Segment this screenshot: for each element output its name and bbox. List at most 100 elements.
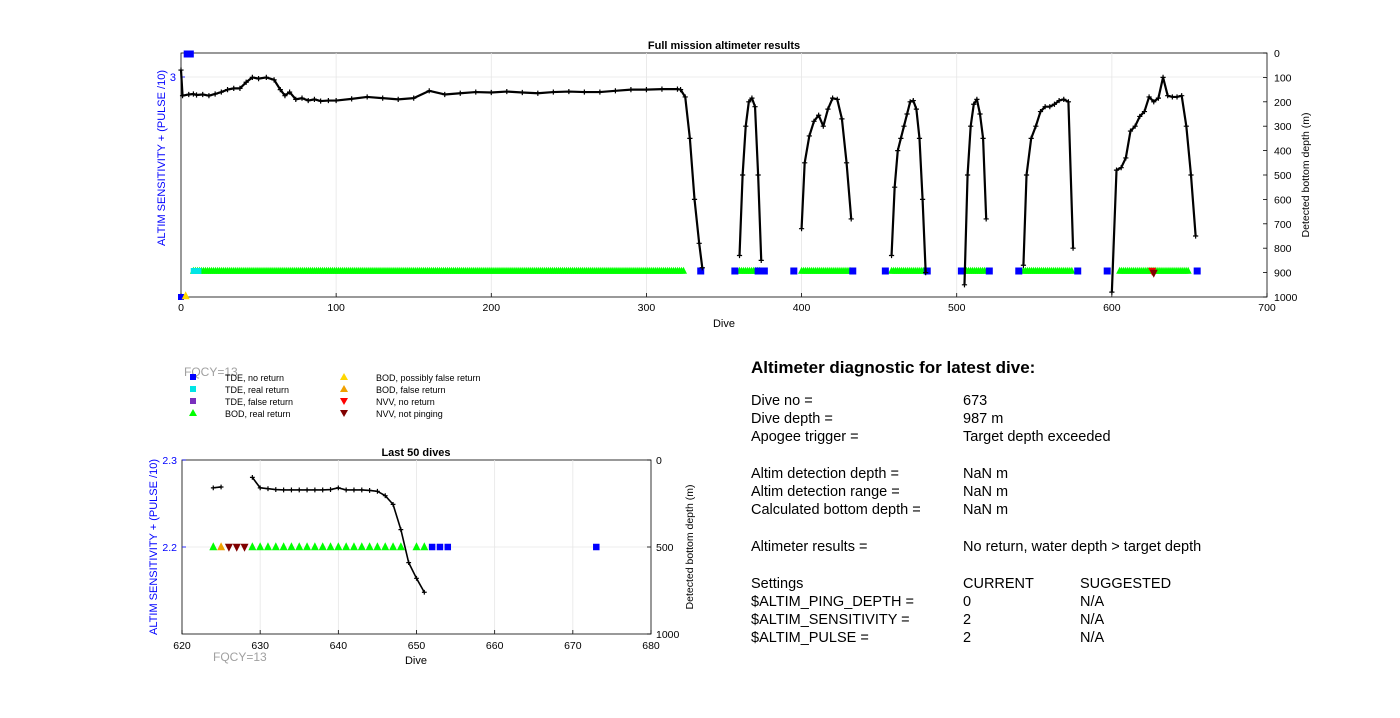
- depth-point: [816, 112, 822, 118]
- depth-point: [257, 485, 263, 491]
- depth-point: [1028, 135, 1034, 141]
- depth-point: [1051, 101, 1058, 107]
- depth-point: [243, 79, 249, 85]
- bod-real-marker: [303, 542, 312, 551]
- bod-real-marker: [263, 542, 272, 551]
- full-x-tick-label: 300: [638, 302, 656, 314]
- depth-point: [390, 501, 396, 507]
- last-x-label: Dive: [405, 655, 427, 667]
- depth-point: [411, 95, 417, 101]
- depth-point: [550, 89, 556, 95]
- depth-point: [1118, 165, 1124, 171]
- tde-no-marker: [697, 267, 705, 275]
- depth-point: [830, 95, 836, 101]
- depth-line: [890, 99, 927, 273]
- depth-point: [200, 91, 206, 98]
- bod-real-marker: [420, 542, 429, 551]
- depth-point: [457, 90, 463, 96]
- depth-point: [839, 116, 845, 122]
- depth-point: [1188, 172, 1194, 178]
- bod-real-marker: [357, 542, 366, 551]
- depth-point: [1155, 95, 1161, 101]
- full-x-tick-label: 400: [793, 302, 811, 314]
- bod-real-marker: [680, 266, 688, 274]
- depth-point: [923, 270, 929, 276]
- ping-current: 0: [963, 594, 972, 610]
- depth-point: [179, 93, 186, 99]
- full-y2-tick-label: 100: [1274, 72, 1292, 84]
- depth-point: [612, 88, 618, 94]
- bod-possibly-marker: [181, 291, 190, 300]
- full-plot-area: [180, 52, 1268, 298]
- depth-point: [318, 98, 324, 104]
- full-y2-tick-label: 200: [1274, 97, 1292, 109]
- sens-suggested: N/A: [1080, 612, 1105, 628]
- depth-point: [916, 135, 923, 141]
- pulse-suggested: N/A: [1080, 630, 1105, 646]
- last-x-tick-label: 640: [330, 640, 348, 652]
- tde-no-marker: [436, 543, 444, 551]
- depth-point: [736, 252, 743, 259]
- legend-nvv-not-marker: [340, 410, 348, 417]
- full-x-tick-label: 600: [1103, 302, 1121, 314]
- legend-nvv-not: NVV, not pinging: [376, 409, 443, 419]
- depth-point: [1023, 172, 1030, 178]
- det-depth-row: Altim detection depth = NaN m: [751, 465, 1371, 483]
- depth-point: [343, 487, 349, 493]
- depth-point: [974, 96, 980, 102]
- depth-point: [255, 76, 262, 82]
- pulse-row: $ALTIM_PULSE = 2 N/A: [751, 629, 1371, 647]
- tde-no-marker-corner: [178, 294, 184, 300]
- depth-point: [1151, 99, 1157, 105]
- bod-real-marker: [342, 542, 351, 551]
- depth-point: [699, 265, 705, 271]
- depth-point: [473, 89, 479, 95]
- dive-no-row: Dive no = 673: [751, 392, 1371, 410]
- depth-point: [237, 85, 243, 91]
- tde-no-marker-top: [186, 50, 194, 58]
- last-x-tick-label: 660: [486, 640, 504, 652]
- current-header: CURRENT: [963, 576, 1034, 592]
- depth-point: [380, 95, 386, 101]
- tde-real-marker: [190, 268, 197, 274]
- diagnostic-title: Altimeter diagnostic for latest dive:: [751, 358, 1036, 377]
- bod-real-marker: [349, 542, 358, 551]
- results-value: No return, water depth > target depth: [963, 539, 1202, 555]
- depth-point: [961, 282, 968, 288]
- bod-real-marker: [209, 542, 218, 551]
- last-markers: [209, 542, 600, 552]
- tde-no-marker: [428, 543, 436, 551]
- full-markers: [178, 50, 1201, 300]
- depth-point: [190, 91, 197, 97]
- depth-point: [349, 96, 355, 102]
- depth-point: [351, 487, 357, 493]
- tde-no-marker: [593, 543, 600, 551]
- depth-point: [320, 487, 326, 493]
- depth-point: [895, 148, 901, 154]
- nvv-not-marker: [1149, 269, 1158, 278]
- bod-real-marker: [248, 542, 257, 551]
- depth-point: [1169, 94, 1175, 100]
- depth-point: [848, 216, 854, 222]
- depth-point: [333, 97, 339, 104]
- last-x-ticks: 620 630 640 650 660 670 680: [173, 630, 660, 652]
- depth-point: [395, 96, 401, 102]
- depth-point: [535, 90, 541, 96]
- legend-bod-false: BOD, false return: [376, 385, 446, 395]
- legend-bod-possibly-marker: [340, 373, 348, 380]
- depth-point: [820, 123, 826, 129]
- full-y2-tick-label: 600: [1274, 194, 1292, 206]
- depth-point: [1020, 262, 1027, 268]
- legend-tde-real: TDE, real return: [225, 385, 289, 395]
- depth-point: [421, 589, 427, 595]
- nvv-not-marker: [224, 543, 233, 552]
- pulse-current: 2: [963, 630, 972, 646]
- depth-point: [1146, 94, 1152, 100]
- depth-point: [834, 96, 840, 102]
- depth-point: [919, 196, 926, 202]
- settings-label: Settings: [751, 576, 804, 592]
- tde-no-marker: [760, 267, 768, 275]
- depth-point: [910, 97, 916, 104]
- depth-point: [968, 123, 974, 129]
- nvv-not-marker: [232, 543, 241, 552]
